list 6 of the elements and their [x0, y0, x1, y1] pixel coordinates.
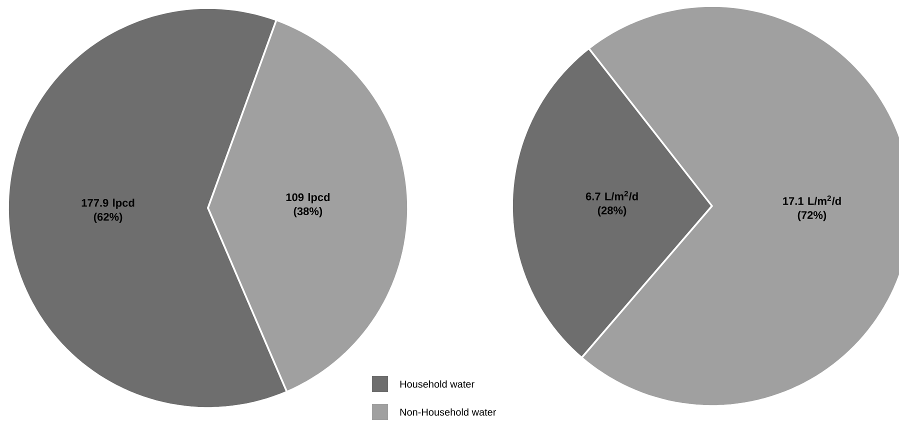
legend-label: Household water [400, 380, 474, 388]
data-label: 6.7 L/m$^{2}$/d (28%) [586, 190, 638, 216]
legend-label: Non-Household water [400, 408, 496, 416]
data-label: 177.9 lpcd (62%) [82, 198, 134, 223]
data-label: 109 lpcd (38%) [286, 193, 330, 218]
data-label: 17.1 L/m$^{2}$/d (72%) [783, 195, 841, 222]
